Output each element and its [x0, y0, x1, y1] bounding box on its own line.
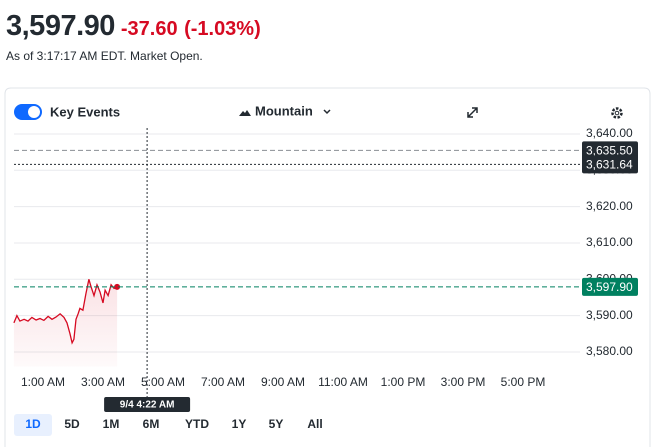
- reference-label-box: [582, 155, 638, 174]
- reference-label: 3,635.50: [586, 143, 633, 157]
- x-tick-label: 7:00 AM: [201, 375, 245, 389]
- y-tick-label: 3,620.00: [586, 199, 633, 213]
- y-tick-label: 3,590.00: [586, 308, 633, 322]
- y-tick-label: 3,610.00: [586, 235, 633, 249]
- settings-icon[interactable]: [611, 107, 623, 119]
- mountain-icon: [239, 110, 251, 116]
- range-selected: [14, 414, 52, 436]
- crosshair-label: 9/4 4:22 AM: [120, 400, 175, 411]
- x-tick-label: 3:00 AM: [81, 375, 125, 389]
- x-tick-label: 9:00 AM: [261, 375, 305, 389]
- x-tick-label: 1:00 AM: [21, 375, 65, 389]
- range-button[interactable]: 5D: [64, 417, 80, 431]
- expand-icon[interactable]: [467, 107, 478, 118]
- range-button[interactable]: 1D: [25, 417, 41, 431]
- settings-icon-center: [614, 110, 620, 116]
- reference-label: 3,631.64: [586, 158, 633, 172]
- x-tick-label: 3:00 PM: [441, 375, 486, 389]
- area: [13, 279, 118, 367]
- range-button[interactable]: 1Y: [232, 417, 247, 431]
- range-button[interactable]: 1M: [103, 417, 120, 431]
- x-tick-label: 1:00 PM: [381, 375, 426, 389]
- reference-label-box: [582, 277, 638, 296]
- quote-header: 3,597.90 -37.60 (-1.03%) As of 3:17:17 AM…: [6, 10, 261, 63]
- range-button[interactable]: 5Y: [269, 417, 284, 431]
- crosshair-label-box: [104, 397, 191, 412]
- dropdown-arrow: [323, 109, 331, 115]
- range-button[interactable]: 6M: [143, 417, 160, 431]
- x-tick-label: 5:00 PM: [501, 375, 546, 389]
- y-tick-label: 3,640.00: [586, 126, 633, 140]
- price: 3,597.90: [6, 10, 115, 42]
- panel: [4, 87, 651, 447]
- toggle-knob: [28, 106, 40, 118]
- x-tick-label: 11:00 AM: [318, 375, 368, 389]
- last-point: [114, 283, 121, 290]
- chart-style[interactable]: Mountain: [255, 103, 313, 118]
- change-percent: (-1.03%): [184, 18, 261, 40]
- reference-label-box: [582, 141, 638, 160]
- as-of: As of 3:17:17 AM EDT. Market Open.: [6, 49, 203, 63]
- reference-label: 3,597.90: [586, 280, 633, 294]
- change: -37.60: [120, 18, 178, 40]
- range-button[interactable]: YTD: [185, 417, 209, 431]
- x-tick-label: 5:00 AM: [141, 375, 185, 389]
- range-button[interactable]: All: [307, 417, 322, 431]
- price-line: [13, 279, 118, 345]
- y-tick-label: 3,580.00: [586, 344, 633, 358]
- key-events[interactable]: Key Events: [50, 104, 120, 119]
